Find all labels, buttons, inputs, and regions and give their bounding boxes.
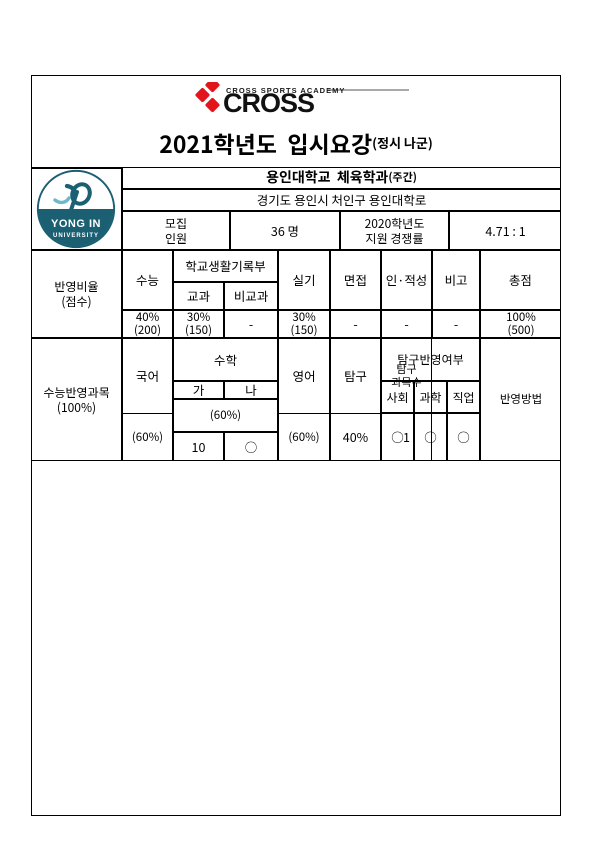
svg-text:YONG IN: YONG IN	[51, 218, 101, 230]
svg-text:CROSS: CROSS	[223, 88, 314, 114]
svg-text:UNIVERSITY: UNIVERSITY	[53, 233, 99, 239]
